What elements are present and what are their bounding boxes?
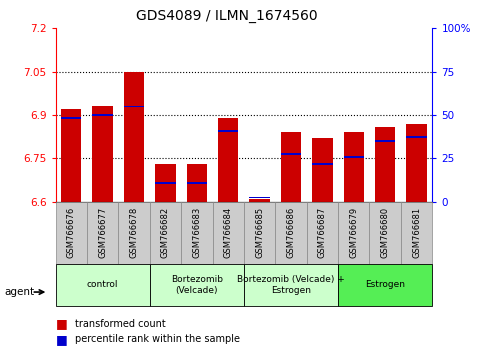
Text: transformed count: transformed count [75,319,166,329]
Text: GSM766681: GSM766681 [412,207,421,258]
Bar [343,132,364,202]
Text: Bortezomib
(Velcade): Bortezomib (Velcade) [171,275,223,295]
Bar [92,114,113,116]
Text: control: control [87,280,118,290]
Text: GSM766686: GSM766686 [286,207,296,258]
Text: GSM766676: GSM766676 [67,207,76,258]
Text: ■: ■ [56,333,67,346]
Text: GSM766678: GSM766678 [129,207,139,258]
Bar [56,264,150,306]
Bar [401,202,432,264]
Bar [338,202,369,264]
Bar [244,264,338,306]
Bar [375,140,396,142]
Bar [244,202,275,264]
Bar [61,117,82,119]
Text: GSM766684: GSM766684 [224,207,233,258]
Text: agent: agent [5,287,35,297]
Bar [155,164,176,202]
Bar [118,202,150,264]
Text: GSM766685: GSM766685 [255,207,264,258]
Bar [249,196,270,198]
Bar [181,202,213,264]
Text: ■: ■ [56,318,67,330]
Bar [150,202,181,264]
Bar [92,106,113,202]
Bar [312,138,333,202]
Bar [186,164,207,202]
Bar [218,118,239,202]
Bar [150,264,244,306]
Bar [56,202,87,264]
Text: GSM766687: GSM766687 [318,207,327,258]
Bar [155,182,176,184]
Bar [406,136,427,138]
Bar [281,132,301,202]
Bar [281,153,301,155]
Bar [124,72,144,202]
Bar [375,127,396,202]
Text: GDS4089 / ILMN_1674560: GDS4089 / ILMN_1674560 [136,9,318,23]
Text: GSM766679: GSM766679 [349,207,358,258]
Bar [338,264,432,306]
Bar [249,199,270,202]
Bar [218,130,239,132]
Text: percentile rank within the sample: percentile rank within the sample [75,334,240,344]
Text: GSM766677: GSM766677 [98,207,107,258]
Bar [275,202,307,264]
Bar [307,202,338,264]
Bar [186,182,207,184]
Bar [312,163,333,165]
Text: GSM766683: GSM766683 [192,207,201,258]
Text: GSM766682: GSM766682 [161,207,170,258]
Text: GSM766680: GSM766680 [381,207,390,258]
Text: Estrogen: Estrogen [365,280,405,290]
Bar [124,105,144,107]
Bar [406,124,427,202]
Bar [343,156,364,158]
Bar [369,202,401,264]
Bar [61,109,82,202]
Bar [213,202,244,264]
Bar [87,202,118,264]
Text: Bortezomib (Velcade) +
Estrogen: Bortezomib (Velcade) + Estrogen [237,275,345,295]
